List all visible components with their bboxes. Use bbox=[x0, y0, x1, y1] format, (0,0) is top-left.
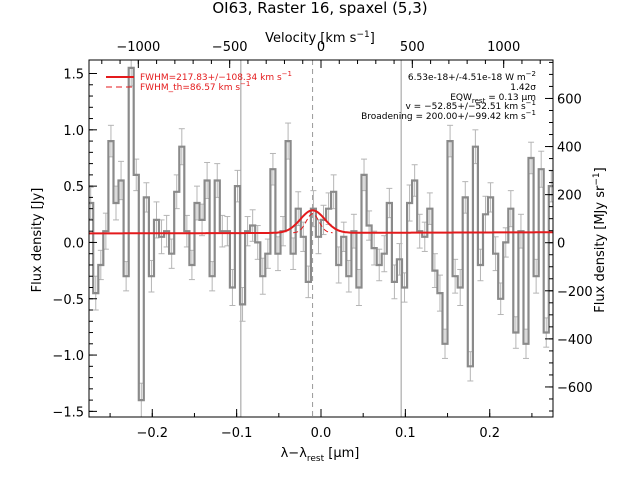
right-tick-label: 200 bbox=[557, 189, 582, 204]
x-tick-label: 0.0 bbox=[311, 426, 332, 441]
right-tick-label: 600 bbox=[557, 92, 582, 107]
right-tick-label: −600 bbox=[557, 381, 593, 396]
y-tick-label: −1.0 bbox=[52, 349, 84, 364]
right-tick-label: 0 bbox=[557, 237, 565, 252]
top-axis-title: Velocity [km s−1] bbox=[265, 30, 375, 46]
right-tick-label: −200 bbox=[557, 285, 593, 300]
x-axis-title: λ−λrest [μm] bbox=[281, 446, 360, 464]
legend-fit-label: FWHM=217.83+/−108.34 km s−1 bbox=[140, 70, 292, 83]
annotation-line-velocity: v = −52.85+/−52.51 km s−1 bbox=[406, 99, 537, 112]
annotation-line-eqw: EQWrest = 0.13 μm bbox=[450, 93, 536, 105]
legend-thermal-label: FWHM_th=86.57 km s−1 bbox=[140, 80, 250, 93]
right-axis-title: Flux density [MJy sr−1] bbox=[592, 167, 608, 312]
y-axis-title: Flux density [Jy] bbox=[30, 188, 45, 293]
annotation-line-sigma: 1.42σ bbox=[510, 83, 536, 93]
gaussian-fit-line bbox=[89, 209, 553, 235]
annotation-line-broadening: Broadening = 200.00+/−99.42 km s−1 bbox=[361, 109, 536, 122]
y-tick-label: −0.5 bbox=[52, 293, 84, 308]
plot-area: −0.2 −0.1 0.0 0.1 0.2 −1.5 −1.0 −0.5 0.0 0.5 1.0 1.… bbox=[52, 40, 592, 441]
thermal-profile-line bbox=[293, 213, 333, 234]
data-series bbox=[89, 60, 553, 417]
y-tick-label: 0.5 bbox=[63, 180, 84, 195]
x-tick-label: 0.1 bbox=[395, 426, 416, 441]
y-tick-label: 1.5 bbox=[63, 68, 84, 83]
top-tick-label: −500 bbox=[212, 40, 248, 55]
legend: FWHM=217.83+/−108.34 km s−1 FWHM_th=86.5… bbox=[106, 70, 292, 93]
right-tick-label: 400 bbox=[557, 141, 582, 156]
data-step-line bbox=[89, 66, 553, 402]
top-tick-label: 1000 bbox=[487, 40, 520, 55]
x-tick-label: −0.2 bbox=[136, 426, 168, 441]
y-tick-label: 1.0 bbox=[63, 124, 84, 139]
y-tick-label: 0.0 bbox=[63, 236, 84, 251]
top-tick-label: −1000 bbox=[116, 40, 160, 55]
x-tick-label: 0.2 bbox=[479, 426, 500, 441]
y-tick-label: −1.5 bbox=[52, 405, 84, 420]
top-tick-label: 500 bbox=[400, 40, 425, 55]
top-tick-label: 0 bbox=[317, 40, 325, 55]
annotation-line-flux: 6.53e-18+/-4.51e-18 W m−2 bbox=[408, 70, 536, 83]
right-tick-label: −400 bbox=[557, 333, 593, 348]
annotation-box: 6.53e-18+/-4.51e-18 W m−2 1.42σ EQWrest … bbox=[361, 70, 536, 122]
chart-title: OI63, Raster 16, spaxel (5,3) bbox=[212, 0, 427, 17]
x-tick-label: −0.1 bbox=[221, 426, 253, 441]
